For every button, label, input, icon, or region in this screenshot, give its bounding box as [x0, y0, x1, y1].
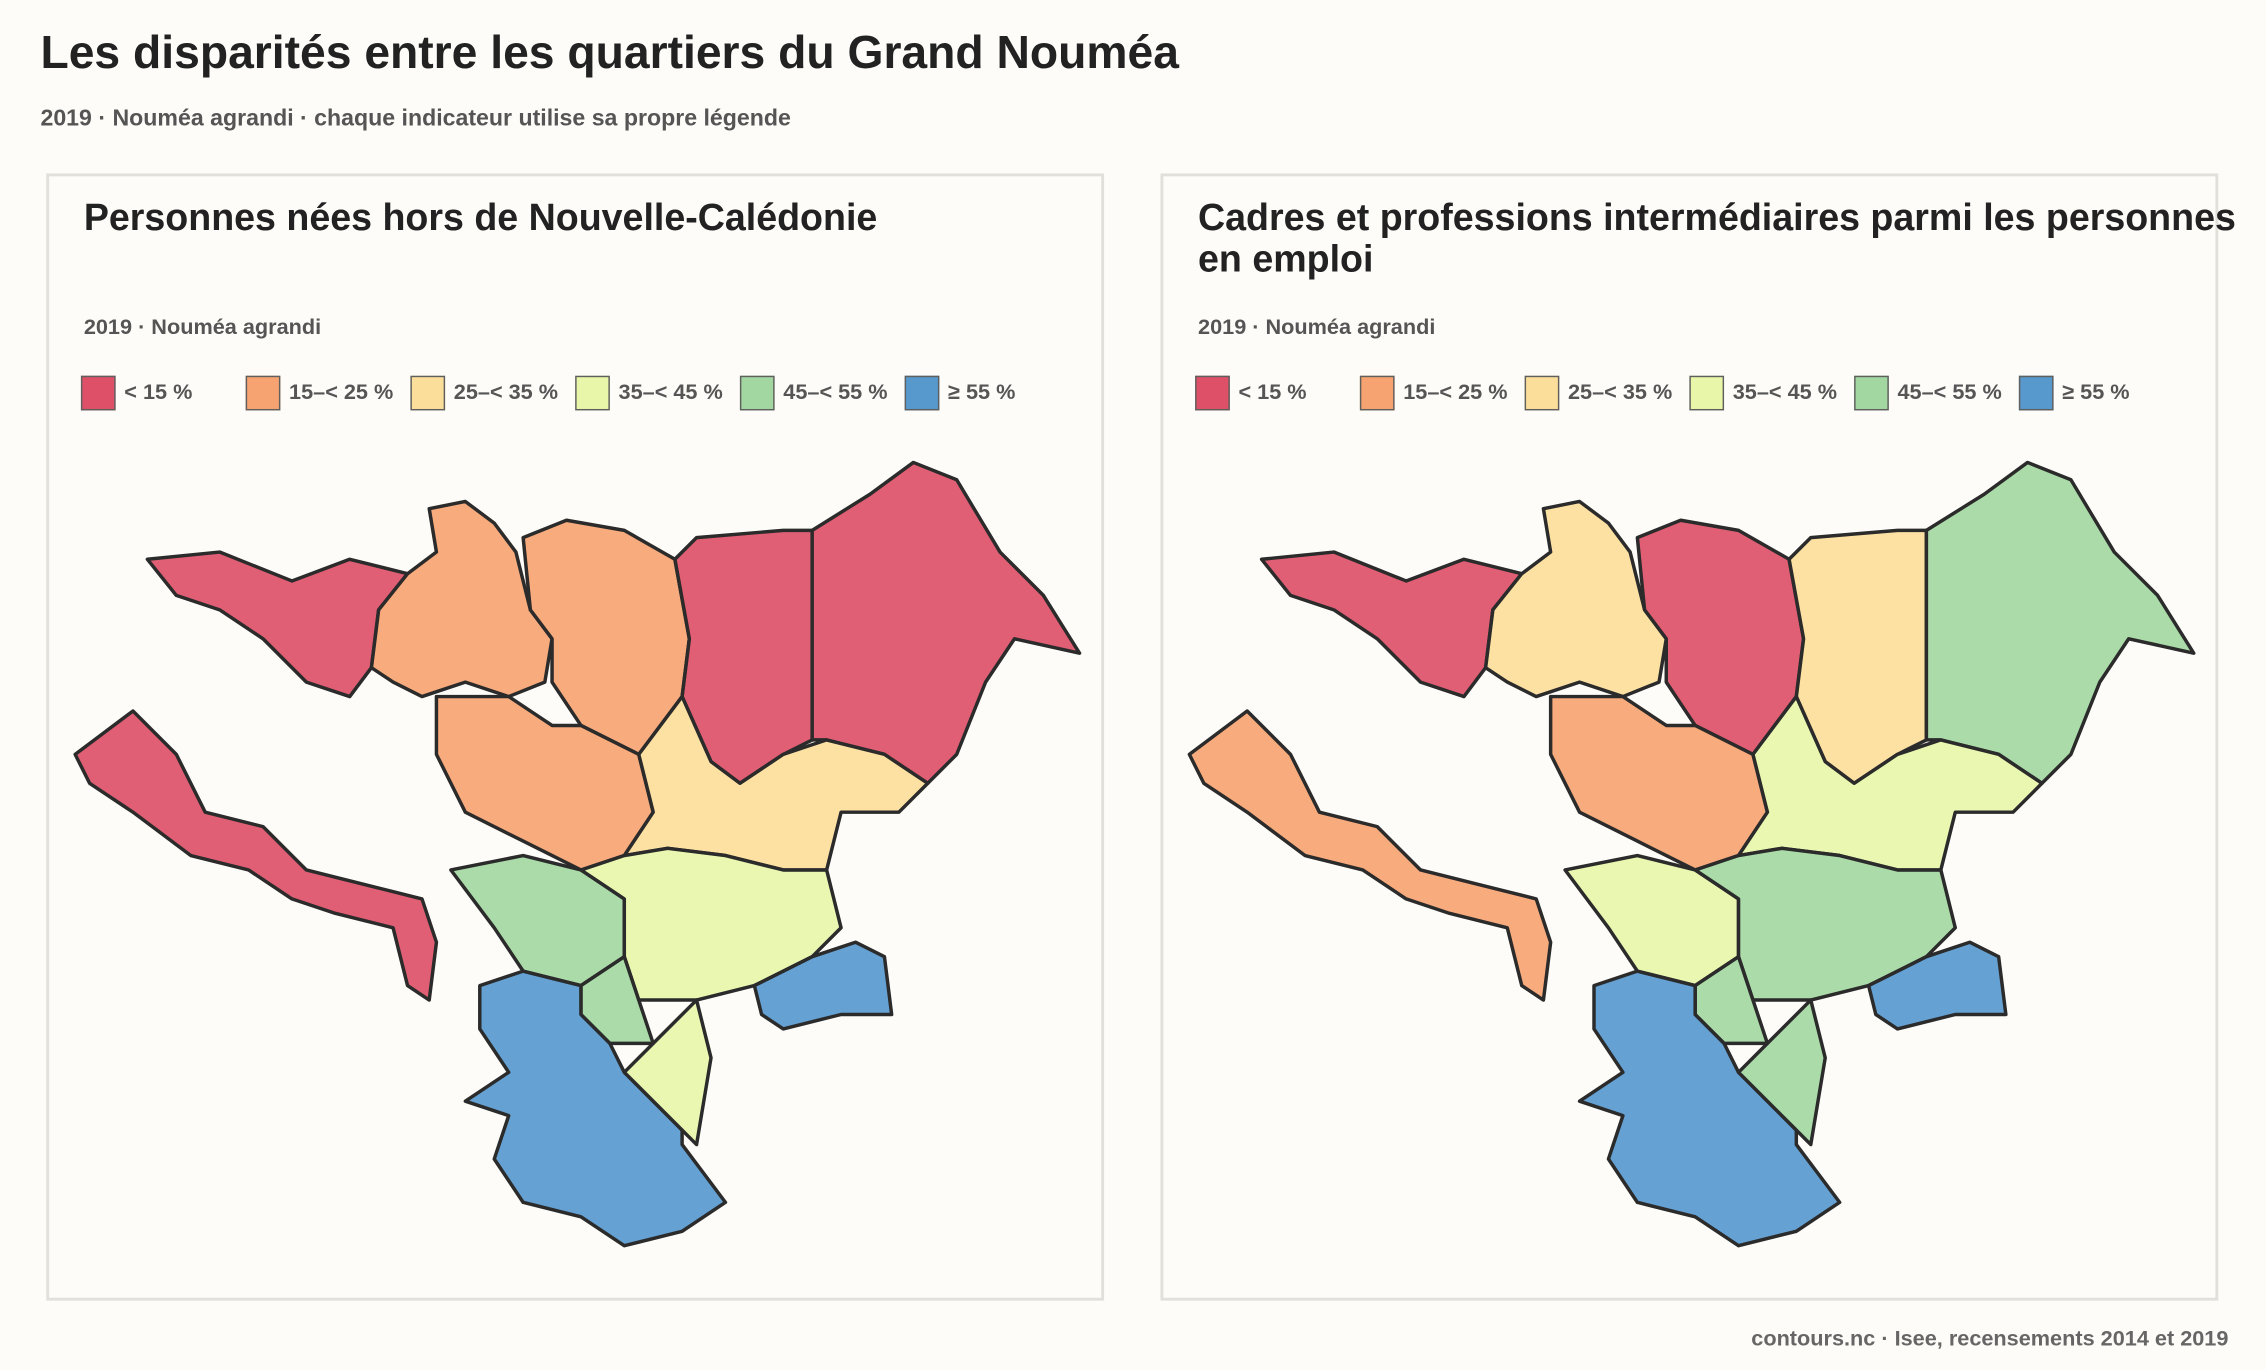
legend-swatch	[1854, 375, 1889, 411]
map	[1187, 460, 2196, 1248]
district	[73, 709, 439, 1002]
legend-label: ≥ 55 %	[948, 380, 1016, 405]
legend-swatch	[1359, 375, 1395, 411]
district	[1187, 709, 1553, 1002]
legend-swatch	[2018, 375, 2054, 411]
panel-title: Personnes nées hors de Nouvelle-Calédoni…	[83, 195, 878, 239]
district	[369, 499, 554, 699]
legend-swatch	[1195, 375, 1230, 411]
source-note: contours.nc · Isee, recensements 2014 et…	[1751, 1326, 2229, 1352]
panel-title: Cadres et professions intermédiaires par…	[1198, 195, 2236, 281]
district	[463, 969, 728, 1248]
legend-label: 35–< 45 %	[1732, 380, 1838, 405]
map-panel: Cadres et professions intermédiaires par…	[1160, 173, 2236, 1301]
panel-subtitle: 2019 · Nouméa agrandi	[1198, 315, 1436, 340]
legend-swatch	[575, 375, 610, 411]
legend-swatch	[1524, 375, 1560, 411]
legend-swatch	[904, 375, 940, 411]
legend-swatch	[1689, 375, 1725, 411]
district	[1866, 940, 2008, 1031]
legend-label: 45–< 55 %	[1897, 380, 2002, 405]
legend-label: < 15 %	[124, 380, 193, 405]
legend-label: 25–< 35 %	[453, 380, 559, 405]
legend-label: 15–< 25 %	[1403, 380, 1508, 405]
legend-swatch	[245, 375, 281, 411]
district	[1924, 460, 2196, 786]
panel-subtitle: 2019 · Nouméa agrandi	[83, 315, 322, 340]
page-subtitle: 2019 · Nouméa agrandi · chaque indicateu…	[40, 106, 791, 132]
legend-label: 45–< 55 %	[783, 380, 888, 405]
legend-swatch	[739, 375, 775, 411]
legend-label: 35–< 45 %	[618, 380, 723, 405]
legend-swatch	[410, 375, 446, 411]
district	[1259, 550, 1524, 699]
map-panel: Personnes nées hors de Nouvelle-Calédoni…	[46, 173, 1105, 1301]
district	[752, 940, 894, 1031]
district	[622, 998, 713, 1147]
map	[73, 460, 1082, 1248]
legend-swatch	[80, 375, 116, 411]
legend-label: ≥ 55 %	[2062, 380, 2130, 405]
district	[1483, 499, 1668, 699]
legend-label: < 15 %	[1238, 380, 1307, 405]
page-title: Les disparités entre les quartiers du Gr…	[40, 26, 1179, 79]
legend-label: 25–< 35 %	[1567, 380, 1673, 405]
district	[145, 550, 410, 699]
legend-label: 15–< 25 %	[289, 380, 394, 405]
district	[1577, 969, 1842, 1248]
district	[810, 460, 1082, 786]
district	[1736, 998, 1827, 1147]
